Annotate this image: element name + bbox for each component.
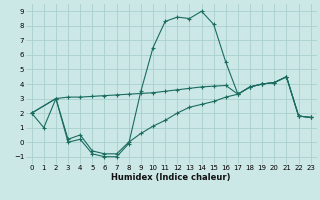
X-axis label: Humidex (Indice chaleur): Humidex (Indice chaleur)	[111, 173, 231, 182]
